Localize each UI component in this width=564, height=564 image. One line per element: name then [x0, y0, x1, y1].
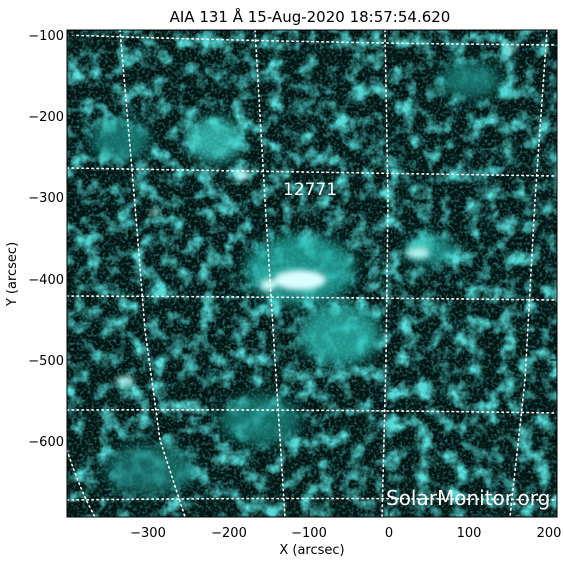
solar-image: 12771 SolarMonitor.org — [67, 30, 557, 517]
x-tick-label: 100 — [457, 526, 482, 541]
x-tick-label: 200 — [537, 526, 562, 541]
y-axis — [67, 34, 557, 442]
image-title: AIA 131 Å 15-Aug-2020 18:57:54.620 — [170, 7, 451, 26]
x-tick-label: −200 — [211, 526, 247, 541]
y-tick-label: −300 — [28, 191, 64, 206]
y-tick-label: −200 — [28, 110, 64, 125]
heliographic-grid — [67, 30, 557, 517]
x-tick-labels: −300 −200 −100 0 100 200 — [130, 526, 561, 541]
y-tick-label: −500 — [28, 354, 64, 369]
y-tick-label: −600 — [28, 435, 64, 450]
x-axis — [147, 30, 550, 517]
y-tick-labels: −100 −200 −300 −400 −500 −600 — [28, 29, 64, 450]
x-tick-label: −300 — [130, 526, 166, 541]
y-tick-label: −100 — [28, 29, 64, 44]
watermark: SolarMonitor.org — [386, 486, 550, 510]
plot-frame — [66, 29, 558, 518]
y-axis-label: Y (arcsec) — [5, 242, 20, 307]
x-tick-label: −100 — [291, 526, 327, 541]
y-tick-label: −400 — [28, 273, 64, 288]
x-axis-label: X (arcsec) — [279, 543, 344, 558]
x-tick-label: 0 — [385, 526, 393, 541]
active-region-label: 12771 — [283, 180, 337, 200]
